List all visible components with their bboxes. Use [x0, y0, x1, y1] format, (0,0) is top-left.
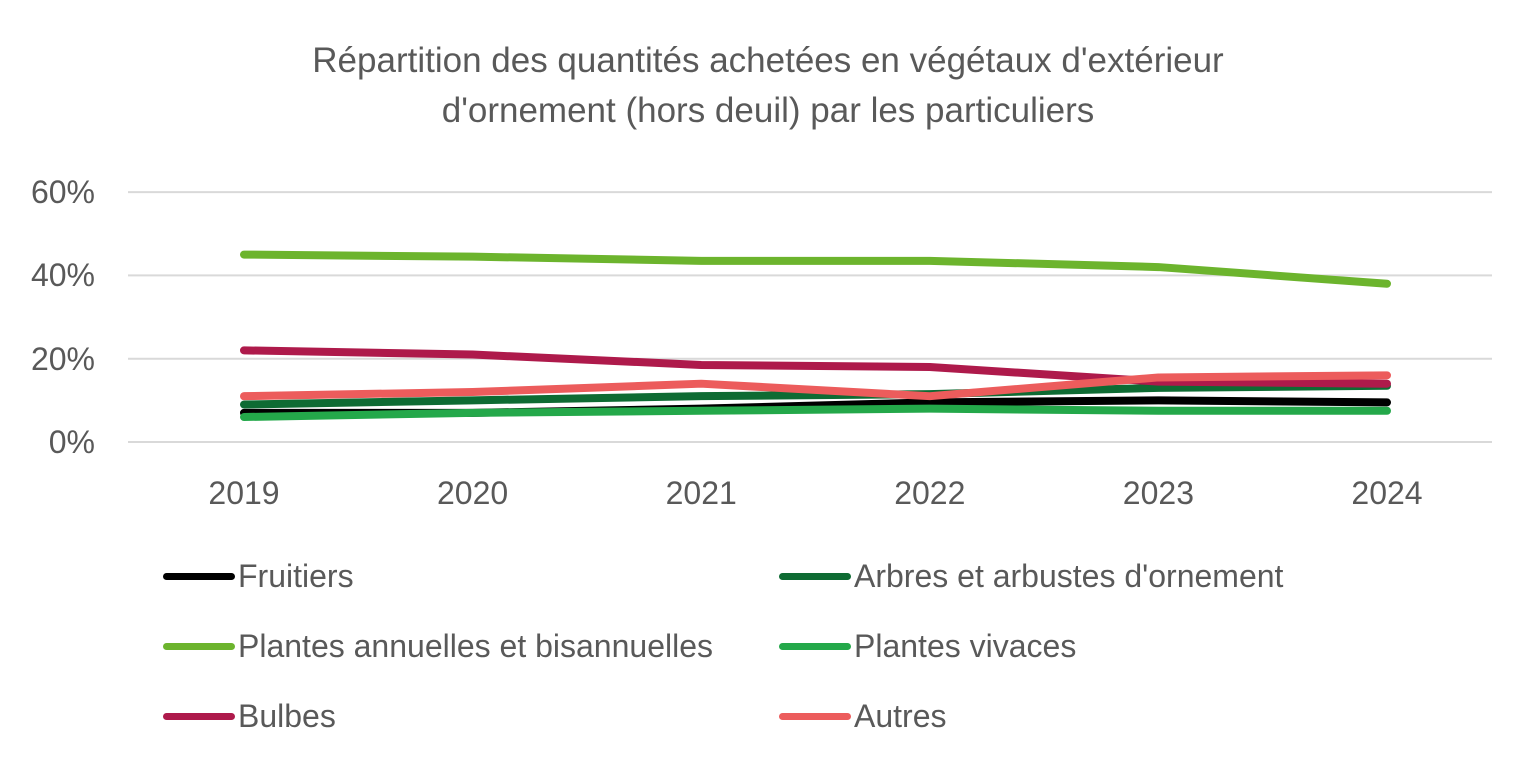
y-tick-label-60%: 60% — [30, 174, 95, 211]
legend-swatch-plantes-annuelles-et-bisannuelles — [163, 642, 235, 650]
legend-swatch-plantes-vivaces — [779, 642, 851, 650]
legend-swatch-fruitiers — [163, 572, 235, 580]
legend-label-plantes-annuelles-et-bisannuelles: Plantes annuelles et bisannuelles — [238, 628, 713, 664]
series-line-bulbes — [240, 346, 1391, 388]
legend-swatch-bulbes — [163, 712, 235, 720]
x-tick-label-2024: 2024 — [1351, 475, 1423, 511]
x-tick-label-2020: 2020 — [437, 475, 509, 511]
legend-item-fruitiers: Fruitiers — [163, 556, 354, 596]
legend-item-autres: Autres — [779, 696, 946, 736]
x-tick-label-2022: 2022 — [894, 475, 966, 511]
series-line-plantes-annuelles-et-bisannuelles — [240, 250, 1391, 288]
x-tick-label-2023: 2023 — [1122, 475, 1194, 511]
legend-label-autres: Autres — [854, 698, 947, 734]
series-line-arbres-et-arbustes-d-ornement — [240, 381, 1391, 409]
chart-title-line2: d'ornement (hors deuil) par les particul… — [441, 91, 1095, 130]
chart-title-line1: Répartition des quantités achetées en vé… — [312, 41, 1224, 80]
legend-label-arbres-et-arbustes-d-ornement: Arbres et arbustes d'ornement — [854, 558, 1284, 594]
legend-label-bulbes: Bulbes — [238, 698, 336, 734]
legend-swatch-arbres-et-arbustes-d-ornement — [779, 572, 851, 580]
y-tick-label-40%: 40% — [30, 257, 95, 294]
y-tick-label-0%: 0% — [48, 424, 95, 460]
legend-item-bulbes: Bulbes — [163, 696, 336, 736]
series-line-plantes-vivaces — [240, 404, 1391, 422]
x-tick-label-2019: 2019 — [208, 475, 280, 511]
legend-item-arbres-et-arbustes-d-ornement: Arbres et arbustes d'ornement — [779, 556, 1283, 596]
legend-item-plantes-annuelles-et-bisannuelles: Plantes annuelles et bisannuelles — [163, 626, 713, 666]
y-tick-label-20%: 20% — [30, 340, 95, 377]
legend-swatch-autres — [779, 712, 851, 720]
legend-item-plantes-vivaces: Plantes vivaces — [779, 626, 1076, 666]
legend-label-fruitiers: Fruitiers — [238, 558, 354, 594]
series-line-autres — [240, 371, 1391, 401]
legend-label-plantes-vivaces: Plantes vivaces — [854, 628, 1077, 664]
x-tick-label-2021: 2021 — [665, 475, 737, 511]
chart-title: Répartition des quantités achetées en vé… — [0, 36, 1536, 136]
